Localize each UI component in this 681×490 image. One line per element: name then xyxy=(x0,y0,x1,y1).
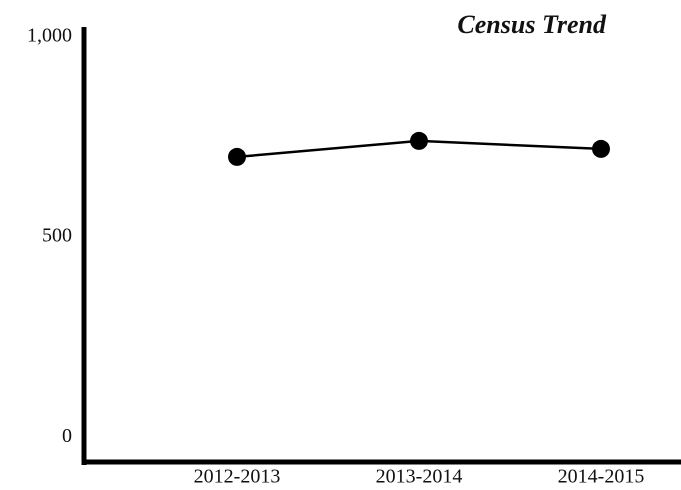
y-tick-label: 500 xyxy=(42,225,72,247)
x-tick-label: 2013-2014 xyxy=(376,466,463,488)
point xyxy=(410,131,428,150)
point xyxy=(228,147,246,166)
y-tick-label: 0 xyxy=(62,425,72,447)
chart-title: Census Trend xyxy=(457,10,607,39)
x-tick-label: 2012-2013 xyxy=(194,466,281,488)
point xyxy=(592,139,610,158)
x-tick-label: 2014-2015 xyxy=(558,466,645,488)
y-tick-label: 1,000 xyxy=(27,24,72,46)
